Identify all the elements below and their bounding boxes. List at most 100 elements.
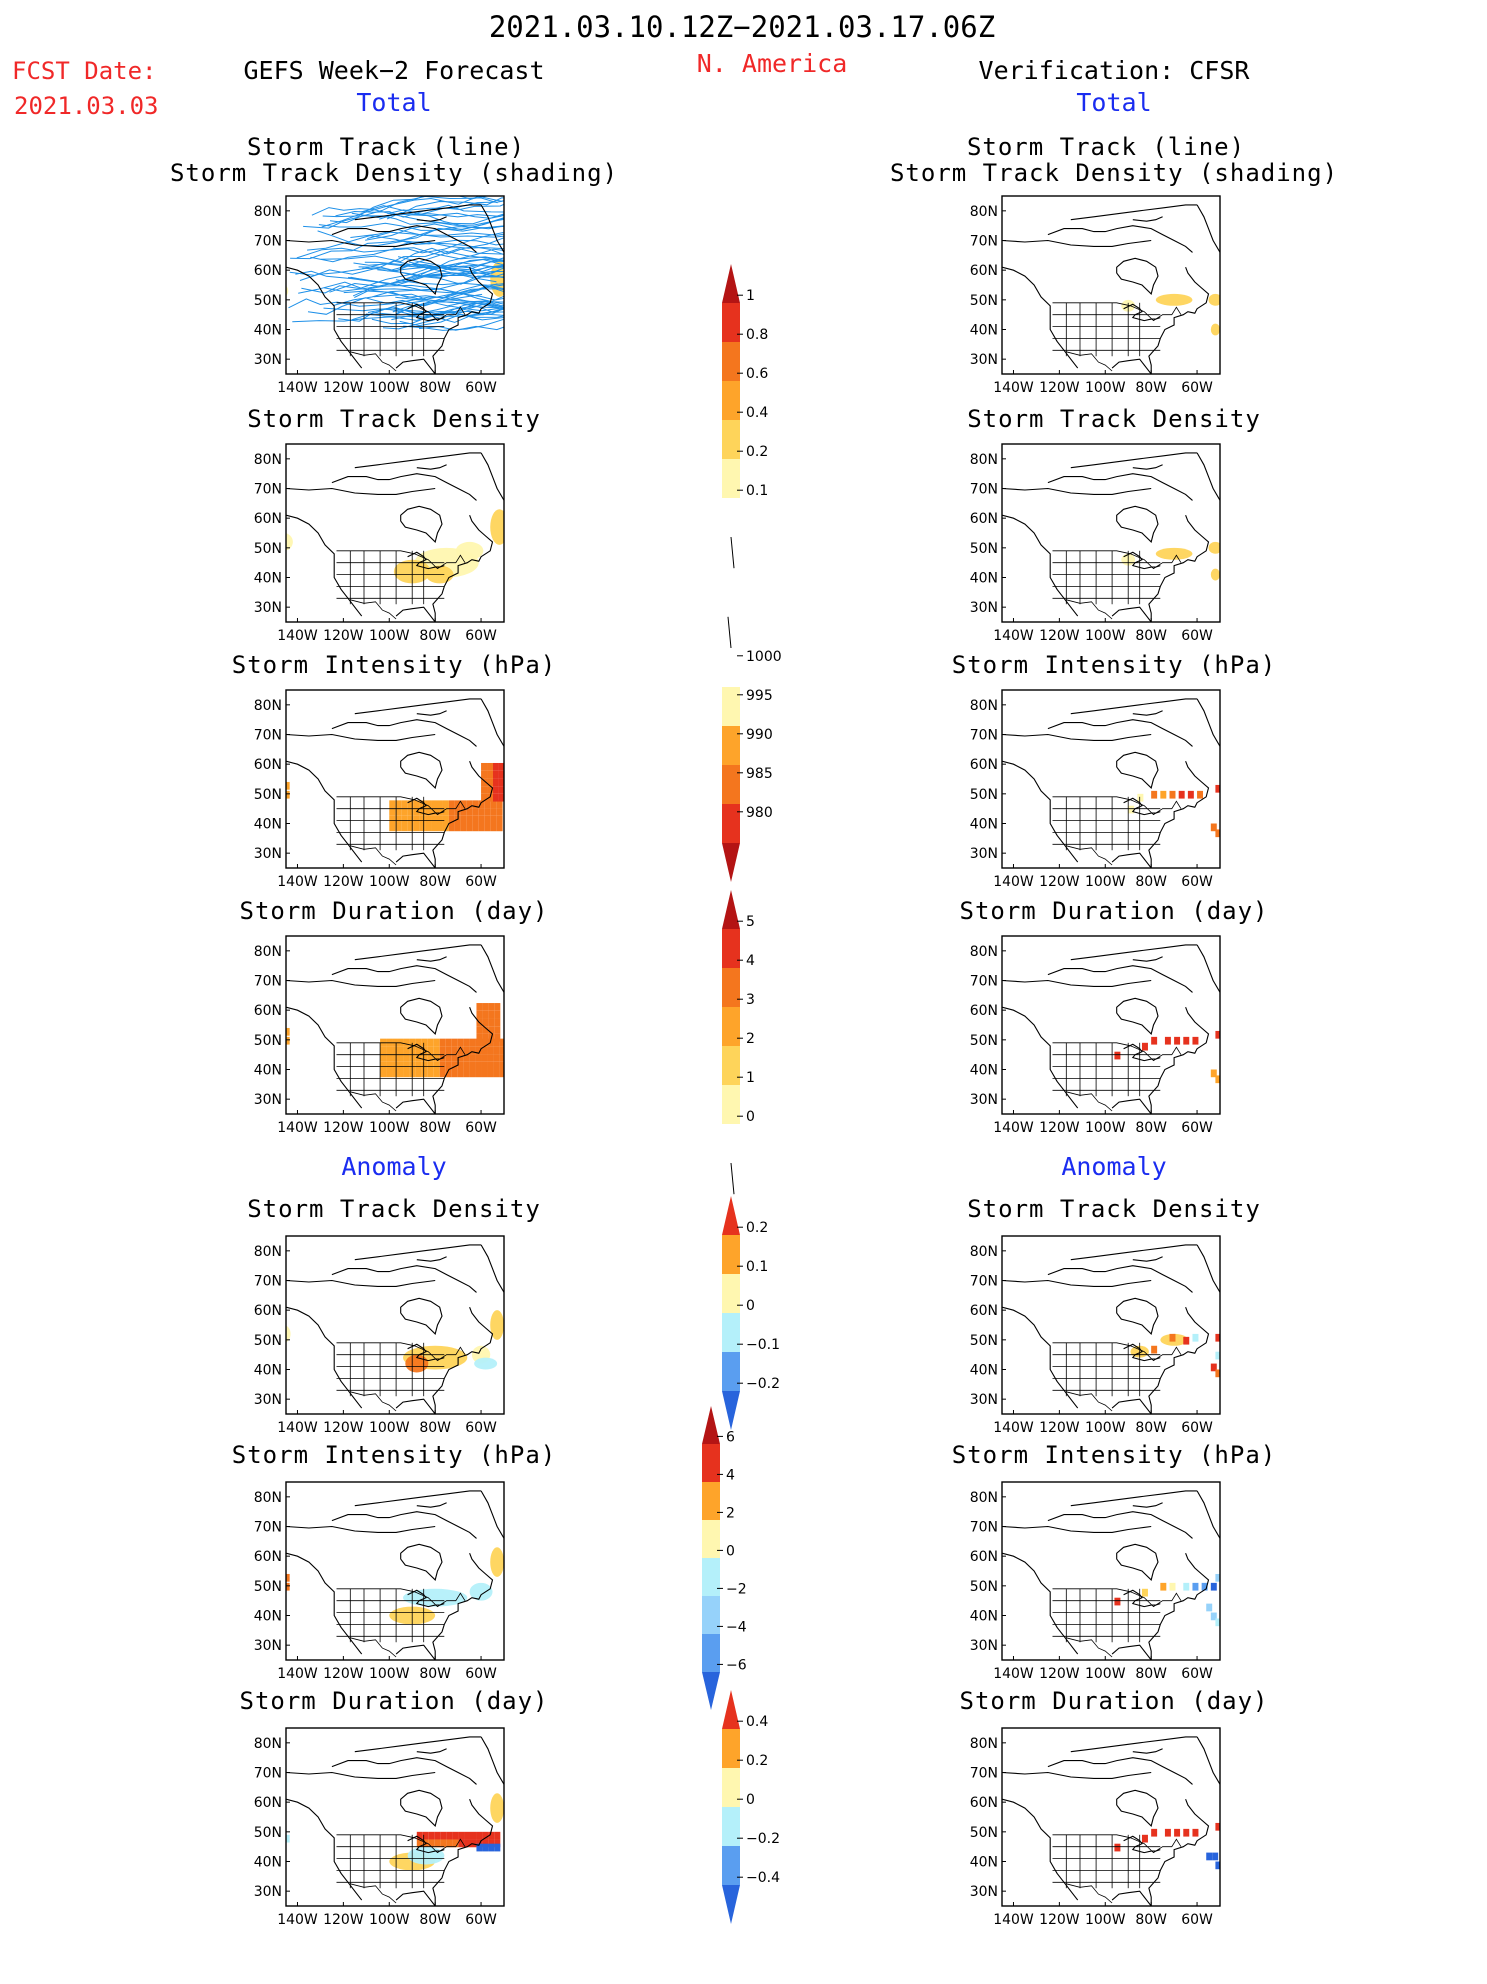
lon-label: 60W [465, 380, 497, 396]
lon-label: 60W [1181, 1120, 1213, 1136]
lat-label: 40N [970, 1609, 998, 1625]
lon-label: 140W [993, 1120, 1034, 1136]
colorbar-tick-label: 4 [726, 1467, 735, 1483]
lon-label: 100W [1085, 1120, 1126, 1136]
map-cfsr-intensity-anom: 80N 70N 60N 50N 40N 30N 140W 120W 100W 80W 60W [970, 1481, 1221, 1682]
lat-label: 50N [254, 1033, 282, 1049]
lat-label: 80N [970, 944, 998, 960]
lon-label: 60W [465, 874, 497, 890]
lon-label: 80W [1135, 1666, 1167, 1682]
colorbar-tick-label: 1 [746, 1070, 755, 1086]
map-cfsr-density-anom: 80N 70N 60N 50N 40N 30N 140W 120W 100W 80W 60W [970, 1235, 1221, 1436]
lon-label: 80W [1135, 628, 1167, 644]
lat-label: 70N [254, 1766, 282, 1782]
title-density-total: Storm Track Density [247, 405, 541, 433]
title-intensity-total: Storm Intensity (hPa) [231, 651, 557, 679]
colorbar-tick-label: 0.6 [746, 366, 768, 382]
lon-label: 60W [1181, 1420, 1213, 1436]
lon-label: 80W [1135, 380, 1167, 396]
lon-label: 140W [993, 1666, 1034, 1682]
lat-label: 80N [970, 452, 998, 468]
lon-label: 120W [1039, 628, 1080, 644]
colorbar-tick-label: 2 [746, 1031, 755, 1047]
lat-label: 70N [254, 728, 282, 744]
lat-label: 50N [254, 541, 282, 557]
lat-label: 30N [970, 1092, 998, 1108]
lon-label: 100W [1085, 1666, 1126, 1682]
lat-label: 50N [970, 1825, 998, 1841]
lat-label: 40N [970, 323, 998, 339]
colorbar-tick-label: 0 [746, 1298, 755, 1314]
lon-label: 100W [1085, 874, 1126, 890]
lon-label: 80W [1135, 1120, 1167, 1136]
title-intensity-anom: Storm Intensity (hPa) [231, 1441, 557, 1469]
lat-label: 50N [254, 1333, 282, 1349]
colorbar-tick-label: −0.4 [746, 1870, 780, 1886]
colorbar-tick-label: −0.2 [746, 1831, 780, 1847]
colorbar-tick-label: 3 [746, 992, 755, 1008]
colorbar-tick-label: −0.2 [746, 1376, 780, 1392]
lon-label: 80W [419, 874, 451, 890]
colorbar-tick-label: 0.1 [746, 1259, 768, 1275]
lat-label: 50N [970, 787, 998, 803]
map-cfsr-intensity: 80N 70N 60N 50N 40N 30N 140W 120W 100W 80W 60W [970, 689, 1221, 890]
lat-label: 60N [970, 1003, 998, 1019]
lat-label: 40N [970, 817, 998, 833]
lat-label: 70N [970, 482, 998, 498]
lat-label: 60N [254, 1003, 282, 1019]
lat-label: 70N [970, 234, 998, 250]
map-forecast-duration: 80N 70N 60N 50N 40N 30N 140W 120W 100W 80W 60W [254, 935, 505, 1136]
colorbar-tick-label: 6 [726, 1429, 735, 1445]
lat-label: 80N [970, 1736, 998, 1752]
lat-label: 60N [254, 757, 282, 773]
lon-label: 100W [369, 380, 410, 396]
lat-label: 30N [970, 1884, 998, 1900]
lat-label: 80N [254, 1244, 282, 1260]
lat-label: 80N [254, 698, 282, 714]
lat-label: 60N [970, 1549, 998, 1565]
lon-label: 80W [1135, 1420, 1167, 1436]
title-density-anom: Storm Track Density [247, 1195, 541, 1223]
lon-label: 120W [323, 628, 364, 644]
lat-label: 60N [970, 757, 998, 773]
lon-label: 60W [1181, 1666, 1213, 1682]
colorbar-tick-label: 0.1 [746, 483, 768, 499]
colorbar-intensity-anom: 6 4 2 0 −2 −4 −6 [702, 1406, 747, 1710]
lon-label: 60W [465, 1666, 497, 1682]
lat-label: 80N [254, 452, 282, 468]
lon-label: 140W [277, 1420, 318, 1436]
lat-label: 50N [970, 1579, 998, 1595]
lat-label: 50N [970, 1033, 998, 1049]
colorbar-tick-label: 0.8 [746, 327, 768, 343]
lat-label: 30N [970, 846, 998, 862]
lon-label: 100W [369, 874, 410, 890]
map-cfsr-duration-anom: 80N 70N 60N 50N 40N 30N 140W 120W 100W 80W 60W [970, 1727, 1221, 1928]
lon-label: 120W [1039, 1912, 1080, 1928]
title-density-anom-r: Storm Track Density [967, 1195, 1261, 1223]
map-cfsr-track-line: 80N 70N 60N 50N 40N 30N 140W 120W 100W 80W 60W [970, 195, 1221, 396]
lat-label: 30N [254, 600, 282, 616]
map-forecast-intensity-anom: 80N 70N 60N 50N 40N 30N 140W 120W 100W 80W 60W [254, 1481, 505, 1682]
lon-label: 140W [277, 1912, 318, 1928]
lat-label: 40N [970, 1363, 998, 1379]
lat-label: 30N [970, 352, 998, 368]
lon-label: 120W [1039, 1420, 1080, 1436]
lat-label: 50N [254, 787, 282, 803]
section-anomaly-right: Anomaly [1061, 1152, 1167, 1181]
lon-label: 140W [277, 628, 318, 644]
lon-label: 80W [1135, 1912, 1167, 1928]
lat-label: 80N [970, 1490, 998, 1506]
lat-label: 80N [254, 1490, 282, 1506]
map-forecast-duration-anom: 80N 70N 60N 50N 40N 30N 140W 120W 100W 80W 60W [254, 1727, 505, 1928]
lon-label: 80W [1135, 874, 1167, 890]
lat-label: 40N [254, 817, 282, 833]
lon-label: 60W [465, 628, 497, 644]
colorbar-tick-label: 1000 [746, 649, 782, 665]
lat-label: 40N [254, 571, 282, 587]
colorbar-duration-total: 5 4 3 2 1 0 [722, 890, 755, 1195]
lat-label: 70N [254, 1274, 282, 1290]
colorbar-tick-label: 0.2 [746, 444, 768, 460]
lon-label: 140W [277, 874, 318, 890]
lat-label: 80N [970, 698, 998, 714]
lat-label: 80N [254, 1736, 282, 1752]
